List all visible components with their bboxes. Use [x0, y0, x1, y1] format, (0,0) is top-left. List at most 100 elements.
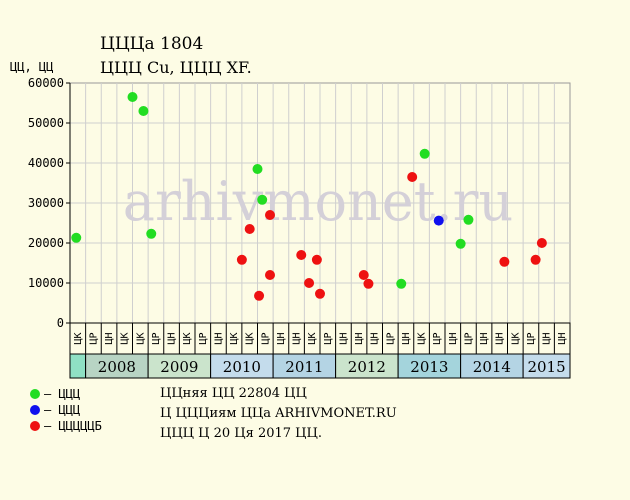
month-label: ЦР — [385, 332, 396, 344]
data-point — [315, 288, 325, 299]
month-label: ЦН — [495, 332, 506, 344]
month-label: ЦР — [88, 332, 99, 344]
legend-label: – ЦЦЦЦЦБ — [44, 419, 102, 433]
month-label: ЦН — [276, 332, 287, 344]
year-label: 2010 — [223, 358, 261, 376]
month-label: ЦН — [557, 332, 568, 344]
year-bar: 2008 2009 2010 2011 2012 2013 2014 2015 — [69, 353, 571, 379]
month-label: ЦР — [463, 332, 474, 344]
month-label: ЦР — [151, 332, 162, 344]
data-point — [265, 210, 275, 220]
month-label: ЦР — [526, 332, 537, 344]
y-tick-label: 50000 — [28, 116, 64, 130]
data-point — [236, 254, 247, 265]
month-label: ЦН — [370, 332, 381, 344]
data-point — [419, 148, 430, 159]
month-label: ЦК — [182, 332, 193, 344]
data-point — [127, 92, 138, 102]
data-point — [257, 194, 268, 205]
year-label: 2009 — [160, 358, 198, 376]
data-point — [71, 232, 82, 243]
legend-label: – ЦЦЦ — [44, 387, 81, 401]
year-label: 2011 — [285, 358, 323, 376]
data-points — [71, 92, 547, 301]
year-cell — [522, 353, 571, 379]
legend-item: – ЦЦЦЦЦБ — [30, 418, 102, 434]
month-label: ЦР — [198, 332, 209, 344]
month-label: ЦН — [292, 332, 303, 344]
data-point — [358, 270, 369, 280]
month-label: ЦН — [479, 332, 490, 344]
data-point — [311, 254, 322, 265]
data-point — [433, 215, 444, 226]
month-label: ЦН — [167, 332, 178, 344]
data-point — [146, 228, 157, 239]
note-line: Ц ЦЦЦиям ЦЦа ARHIVMONET.RU — [160, 406, 397, 421]
note-line: ЦЦЦ Ц 20 Ця 2017 ЦЦ. — [160, 426, 322, 441]
data-point — [499, 256, 510, 267]
month-label: ЦК — [510, 332, 521, 344]
notes: ЦЦняя ЦЦ 22804 ЦЦ Ц ЦЦЦиям ЦЦа ARHIVMONE… — [160, 384, 397, 444]
grid — [69, 82, 571, 324]
month-label: ЦН — [354, 332, 365, 344]
year-cell — [460, 353, 524, 379]
month-label: ЦН — [213, 332, 224, 344]
month-label: ЦН — [104, 332, 115, 344]
year-cell — [85, 353, 149, 379]
month-label: ЦР — [323, 332, 334, 344]
legend: – ЦЦЦ – ЦЦЦ – ЦЦЦЦЦБ — [30, 386, 102, 434]
data-point — [244, 224, 255, 234]
month-label: ЦН — [401, 332, 412, 344]
month-label: ЦН — [338, 332, 349, 344]
chart-subtitle: ЦЦЦ Cu, ЦЦЦ XF. — [100, 58, 252, 77]
watermark: arhivmonet.ru — [123, 170, 513, 233]
month-label: ЦК — [229, 332, 240, 344]
y-tick-label: 40000 — [28, 156, 64, 170]
y-tick-label: 0 — [57, 316, 64, 330]
y-tick-label: 10000 — [28, 276, 64, 290]
y-tick-label: 20000 — [28, 236, 64, 250]
data-point — [530, 254, 541, 265]
data-point — [304, 278, 315, 288]
month-label: ЦР — [260, 332, 271, 344]
data-point — [252, 164, 263, 174]
data-point — [138, 106, 149, 116]
legend-marker — [30, 405, 40, 415]
year-label: 2014 — [473, 358, 511, 376]
legend-item: – ЦЦЦ — [30, 402, 102, 418]
month-label: ЦР — [432, 332, 443, 344]
data-point — [396, 278, 407, 289]
year-cell — [69, 353, 87, 379]
data-point — [407, 172, 418, 182]
month-label: ЦК — [417, 332, 428, 344]
month-label: ЦК — [73, 332, 84, 344]
data-point — [536, 238, 547, 248]
note-line: ЦЦняя ЦЦ 22804 ЦЦ — [160, 386, 307, 401]
y-axis-unit: ЦЦ, ЦЦ — [10, 60, 54, 74]
year-cell — [210, 353, 274, 379]
legend-label: – ЦЦЦ — [44, 403, 81, 417]
year-cell — [272, 353, 337, 379]
y-tick-label: 60000 — [28, 76, 64, 90]
data-point — [363, 278, 374, 289]
chart-title: ЦЦЦа 1804 — [100, 34, 204, 54]
month-label: ЦК — [245, 332, 256, 344]
year-label: 2013 — [410, 358, 448, 376]
year-label: 2008 — [98, 358, 136, 376]
data-point — [265, 270, 275, 280]
data-point — [254, 290, 265, 301]
legend-item: – ЦЦЦ — [30, 386, 102, 402]
month-label: ЦН — [448, 332, 459, 344]
legend-marker — [30, 389, 40, 399]
month-label: ЦК — [120, 332, 131, 344]
data-point — [455, 238, 466, 249]
data-point — [463, 214, 474, 225]
y-tick-label: 30000 — [28, 196, 64, 210]
legend-marker — [30, 421, 40, 431]
data-point — [296, 250, 307, 260]
month-label: ЦК — [135, 332, 146, 344]
month-label: ЦК — [307, 332, 318, 344]
year-label: 2015 — [527, 358, 565, 376]
year-cell — [397, 353, 462, 379]
